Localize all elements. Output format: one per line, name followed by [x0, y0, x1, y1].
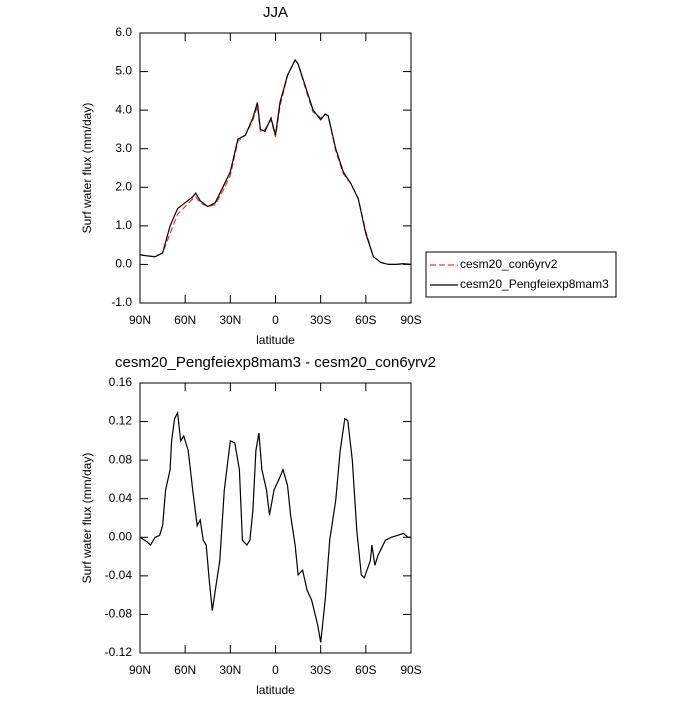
- y-tick-label: 5.0: [115, 64, 132, 78]
- legend-box: [425, 251, 617, 298]
- y-tick-label: -0.04: [105, 568, 133, 582]
- x-tick-label: 30N: [219, 663, 241, 677]
- y-tick-label: -1.0: [111, 295, 132, 309]
- x-tick-label: 30S: [310, 313, 331, 327]
- y-tick-label: 0.04: [109, 491, 133, 505]
- y-tick-label: 2.0: [115, 179, 132, 193]
- plot-frame: [139, 382, 412, 654]
- data-line: [139, 58, 412, 265]
- x-axis-label: latitude: [256, 683, 295, 697]
- legend-label: cesm20_Pengfeiexp8mam3: [460, 277, 609, 291]
- y-tick-label: 0.0: [115, 257, 132, 271]
- chart-title: JJA: [263, 4, 288, 21]
- y-tick-label: 0.00: [109, 529, 133, 543]
- y-tick-label: 0.08: [109, 452, 133, 466]
- x-tick-label: 60S: [355, 663, 376, 677]
- x-tick-label: 60S: [355, 313, 376, 327]
- data-line: [139, 58, 412, 265]
- y-tick-label: -0.08: [105, 607, 133, 621]
- x-tick-label: 30N: [219, 313, 241, 327]
- y-tick-label: 0.16: [109, 375, 133, 389]
- y-tick-label: 4.0: [115, 102, 132, 116]
- y-axis-label: Surf water flux (mm/day): [80, 103, 94, 234]
- x-tick-label: 0: [272, 663, 279, 677]
- y-tick-label: 0.12: [109, 414, 133, 428]
- x-tick-label: 90N: [129, 663, 151, 677]
- x-tick-label: 90S: [400, 663, 421, 677]
- y-tick-label: 3.0: [115, 141, 132, 155]
- y-tick-label: 6.0: [115, 25, 132, 39]
- data-line: [139, 410, 411, 643]
- legend-label: cesm20_con6yrv2: [460, 257, 558, 271]
- y-tick-label: -0.12: [105, 645, 133, 659]
- y-tick-label: 1.0: [115, 218, 132, 232]
- x-tick-label: 0: [272, 313, 279, 327]
- y-axis-label: Surf water flux (mm/day): [80, 453, 94, 584]
- x-axis-label: latitude: [256, 333, 295, 347]
- x-tick-label: 60N: [174, 313, 196, 327]
- x-tick-label: 60N: [174, 663, 196, 677]
- chart-title: cesm20_Pengfeiexp8mam3 - cesm20_con6yrv2: [115, 354, 436, 371]
- x-tick-label: 90S: [400, 313, 421, 327]
- x-tick-label: 90N: [129, 313, 151, 327]
- plot-frame: [139, 32, 412, 304]
- x-tick-label: 30S: [310, 663, 331, 677]
